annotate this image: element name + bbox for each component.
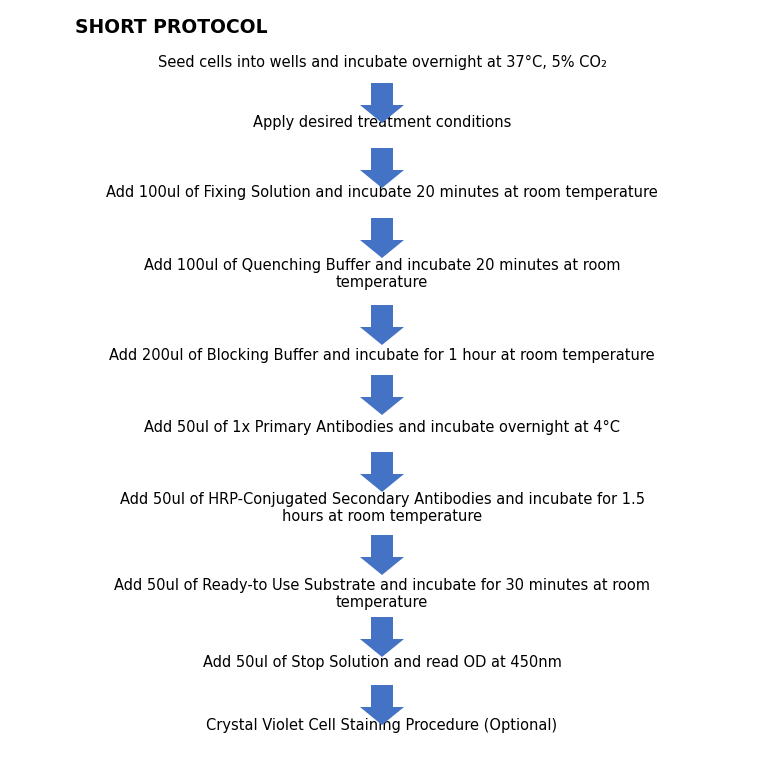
Text: Add 50ul of Ready-to Use Substrate and incubate for 30 minutes at room
temperatu: Add 50ul of Ready-to Use Substrate and i… bbox=[114, 578, 650, 610]
Text: Add 100ul of Fixing Solution and incubate 20 minutes at room temperature: Add 100ul of Fixing Solution and incubat… bbox=[106, 185, 658, 200]
Polygon shape bbox=[360, 305, 404, 345]
Polygon shape bbox=[360, 218, 404, 258]
Polygon shape bbox=[360, 685, 404, 725]
Text: Add 50ul of HRP-Conjugated Secondary Antibodies and incubate for 1.5
hours at ro: Add 50ul of HRP-Conjugated Secondary Ant… bbox=[119, 492, 645, 524]
Text: Add 200ul of Blocking Buffer and incubate for 1 hour at room temperature: Add 200ul of Blocking Buffer and incubat… bbox=[109, 348, 655, 363]
Polygon shape bbox=[360, 148, 404, 188]
Text: Seed cells into wells and incubate overnight at 37°C, 5% CO₂: Seed cells into wells and incubate overn… bbox=[157, 55, 607, 70]
Text: Add 50ul of 1x Primary Antibodies and incubate overnight at 4°C: Add 50ul of 1x Primary Antibodies and in… bbox=[144, 420, 620, 435]
Text: Add 50ul of Stop Solution and read OD at 450nm: Add 50ul of Stop Solution and read OD at… bbox=[202, 655, 562, 670]
Polygon shape bbox=[360, 83, 404, 123]
Polygon shape bbox=[360, 535, 404, 575]
Text: Apply desired treatment conditions: Apply desired treatment conditions bbox=[253, 115, 511, 130]
Polygon shape bbox=[360, 452, 404, 492]
Text: Add 100ul of Quenching Buffer and incubate 20 minutes at room
temperature: Add 100ul of Quenching Buffer and incuba… bbox=[144, 258, 620, 290]
Text: Crystal Violet Cell Staining Procedure (Optional): Crystal Violet Cell Staining Procedure (… bbox=[206, 718, 558, 733]
Polygon shape bbox=[360, 375, 404, 415]
Polygon shape bbox=[360, 617, 404, 657]
Text: SHORT PROTOCOL: SHORT PROTOCOL bbox=[75, 18, 267, 37]
